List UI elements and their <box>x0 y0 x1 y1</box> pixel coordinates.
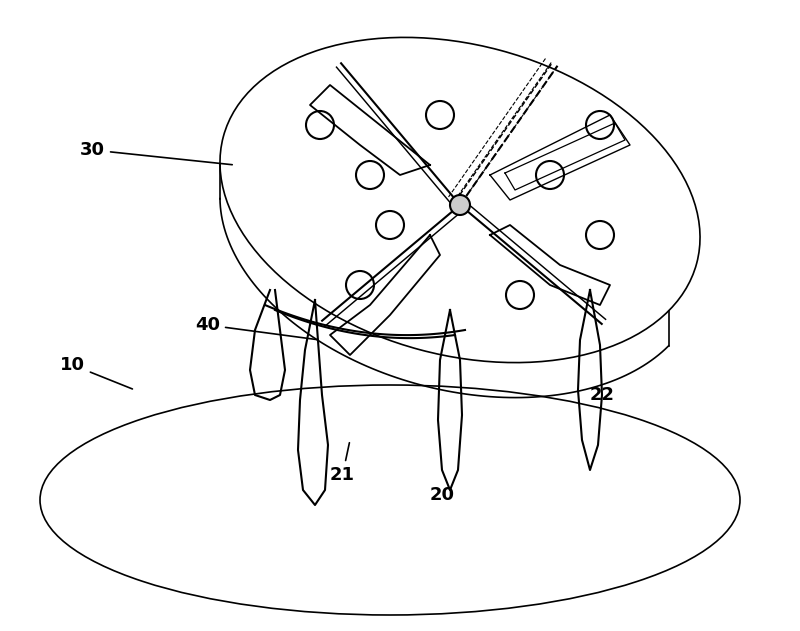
Text: 20: 20 <box>430 486 455 504</box>
Text: 30: 30 <box>80 141 232 165</box>
Text: 10: 10 <box>60 356 133 389</box>
Text: 22: 22 <box>590 386 615 404</box>
Circle shape <box>450 195 470 215</box>
Text: 40: 40 <box>195 316 318 339</box>
Text: 21: 21 <box>330 443 355 484</box>
